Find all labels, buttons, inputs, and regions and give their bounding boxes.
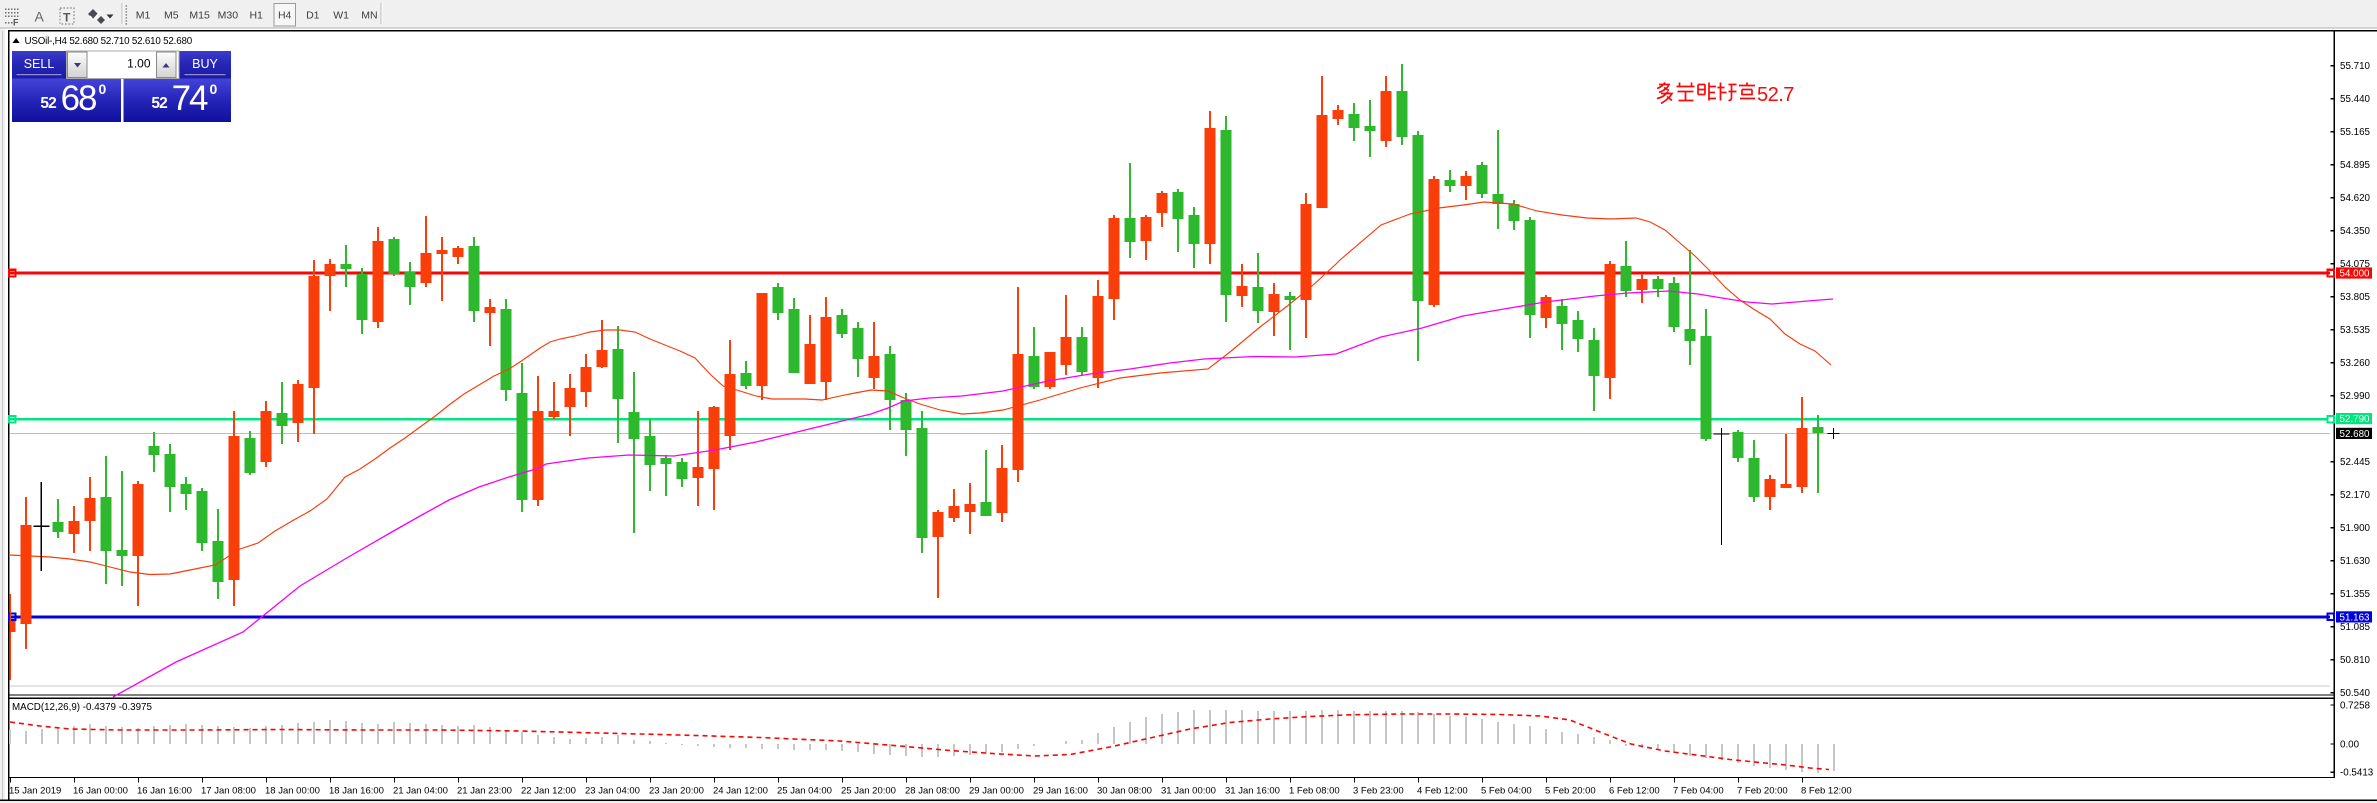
- svg-text:D1: D1: [306, 10, 320, 22]
- svg-text:W1: W1: [333, 10, 349, 22]
- svg-text:52.680: 52.680: [2340, 429, 2371, 440]
- svg-text:H4: H4: [278, 10, 292, 22]
- svg-text:22 Jan 12:00: 22 Jan 12:00: [521, 786, 576, 797]
- svg-text:55.710: 55.710: [2340, 61, 2371, 72]
- svg-text:52.445: 52.445: [2340, 457, 2371, 468]
- svg-text:52: 52: [40, 95, 56, 112]
- svg-text:29 Jan 16:00: 29 Jan 16:00: [1033, 786, 1088, 797]
- svg-text:51.355: 51.355: [2340, 589, 2371, 600]
- svg-text:M30: M30: [218, 10, 239, 22]
- svg-text:1.00: 1.00: [127, 57, 151, 71]
- svg-text:MN: MN: [361, 10, 377, 22]
- svg-text:15 Jan 2019: 15 Jan 2019: [9, 786, 61, 797]
- svg-text:18 Jan 16:00: 18 Jan 16:00: [329, 786, 384, 797]
- svg-text:0.00: 0.00: [2340, 739, 2360, 750]
- svg-text:7 Feb 20:00: 7 Feb 20:00: [1737, 786, 1788, 797]
- svg-text:0: 0: [99, 81, 107, 97]
- svg-text:3 Feb 23:00: 3 Feb 23:00: [1353, 786, 1404, 797]
- svg-text:54.075: 54.075: [2340, 259, 2371, 270]
- svg-text:68: 68: [61, 79, 96, 118]
- svg-text:17 Jan 08:00: 17 Jan 08:00: [201, 786, 256, 797]
- svg-text:51.900: 51.900: [2340, 523, 2371, 534]
- svg-text:16 Jan 16:00: 16 Jan 16:00: [137, 786, 192, 797]
- svg-text:54.350: 54.350: [2340, 226, 2371, 237]
- svg-text:5 Feb 20:00: 5 Feb 20:00: [1545, 786, 1596, 797]
- svg-text:29 Jan 00:00: 29 Jan 00:00: [969, 786, 1024, 797]
- svg-text:52.170: 52.170: [2340, 490, 2371, 501]
- svg-text:0.7258: 0.7258: [2340, 700, 2371, 711]
- svg-text:MACD(12,26,9) -0.4379 -0.3975: MACD(12,26,9) -0.4379 -0.3975: [12, 702, 153, 713]
- svg-text:55.440: 55.440: [2340, 94, 2371, 105]
- svg-text:BUY: BUY: [192, 57, 218, 71]
- svg-text:50.540: 50.540: [2340, 688, 2371, 699]
- svg-text:52.990: 52.990: [2340, 391, 2371, 402]
- svg-text:21 Jan 23:00: 21 Jan 23:00: [457, 786, 512, 797]
- svg-text:54.000: 54.000: [2340, 269, 2371, 280]
- svg-text:50.810: 50.810: [2340, 655, 2371, 666]
- svg-text:23 Jan 20:00: 23 Jan 20:00: [649, 786, 704, 797]
- svg-text:54.895: 54.895: [2340, 160, 2371, 171]
- svg-text:M1: M1: [136, 10, 151, 22]
- svg-text:A: A: [35, 9, 45, 25]
- svg-text:SELL: SELL: [24, 57, 55, 71]
- svg-text:51.163: 51.163: [2340, 612, 2371, 623]
- svg-text:25 Jan 20:00: 25 Jan 20:00: [841, 786, 896, 797]
- svg-text:31 Jan 16:00: 31 Jan 16:00: [1225, 786, 1280, 797]
- svg-text:52: 52: [151, 95, 167, 112]
- svg-text:T: T: [63, 11, 71, 25]
- svg-text:30 Jan 08:00: 30 Jan 08:00: [1097, 786, 1152, 797]
- svg-text:52.790: 52.790: [2340, 414, 2371, 425]
- svg-text:53.260: 53.260: [2340, 358, 2371, 369]
- svg-text:28 Jan 08:00: 28 Jan 08:00: [905, 786, 960, 797]
- svg-text:51.630: 51.630: [2340, 556, 2371, 567]
- svg-text:31 Jan 00:00: 31 Jan 00:00: [1161, 786, 1216, 797]
- svg-text:5 Feb 04:00: 5 Feb 04:00: [1481, 786, 1532, 797]
- svg-text:0: 0: [210, 81, 218, 97]
- svg-text:52.7: 52.7: [1757, 84, 1794, 106]
- svg-text:M15: M15: [189, 10, 210, 22]
- svg-text:53.805: 53.805: [2340, 292, 2371, 303]
- svg-text:H1: H1: [249, 10, 263, 22]
- svg-text:55.165: 55.165: [2340, 127, 2371, 138]
- svg-text:8 Feb 12:00: 8 Feb 12:00: [1801, 786, 1852, 797]
- svg-text:4 Feb 12:00: 4 Feb 12:00: [1417, 786, 1468, 797]
- svg-text:74: 74: [172, 79, 208, 118]
- svg-text:23 Jan 04:00: 23 Jan 04:00: [585, 786, 640, 797]
- svg-text:7 Feb 04:00: 7 Feb 04:00: [1673, 786, 1724, 797]
- svg-text:51.085: 51.085: [2340, 622, 2371, 633]
- svg-text:USOil-,H4 52.680 52.710 52.61: USOil-,H4 52.680 52.710 52.610 52.680: [25, 36, 193, 47]
- svg-text:16 Jan 00:00: 16 Jan 00:00: [73, 786, 128, 797]
- svg-text:1 Feb 08:00: 1 Feb 08:00: [1289, 786, 1340, 797]
- svg-text:-0.5413: -0.5413: [2340, 768, 2374, 779]
- svg-text:F: F: [13, 18, 19, 28]
- svg-text:24 Jan 12:00: 24 Jan 12:00: [713, 786, 768, 797]
- svg-text:18 Jan 00:00: 18 Jan 00:00: [265, 786, 320, 797]
- svg-text:6 Feb 12:00: 6 Feb 12:00: [1609, 786, 1660, 797]
- svg-text:53.535: 53.535: [2340, 325, 2371, 336]
- svg-text:21 Jan 04:00: 21 Jan 04:00: [393, 786, 448, 797]
- svg-text:M5: M5: [164, 10, 179, 22]
- svg-text:25 Jan 04:00: 25 Jan 04:00: [777, 786, 832, 797]
- svg-text:54.620: 54.620: [2340, 193, 2371, 204]
